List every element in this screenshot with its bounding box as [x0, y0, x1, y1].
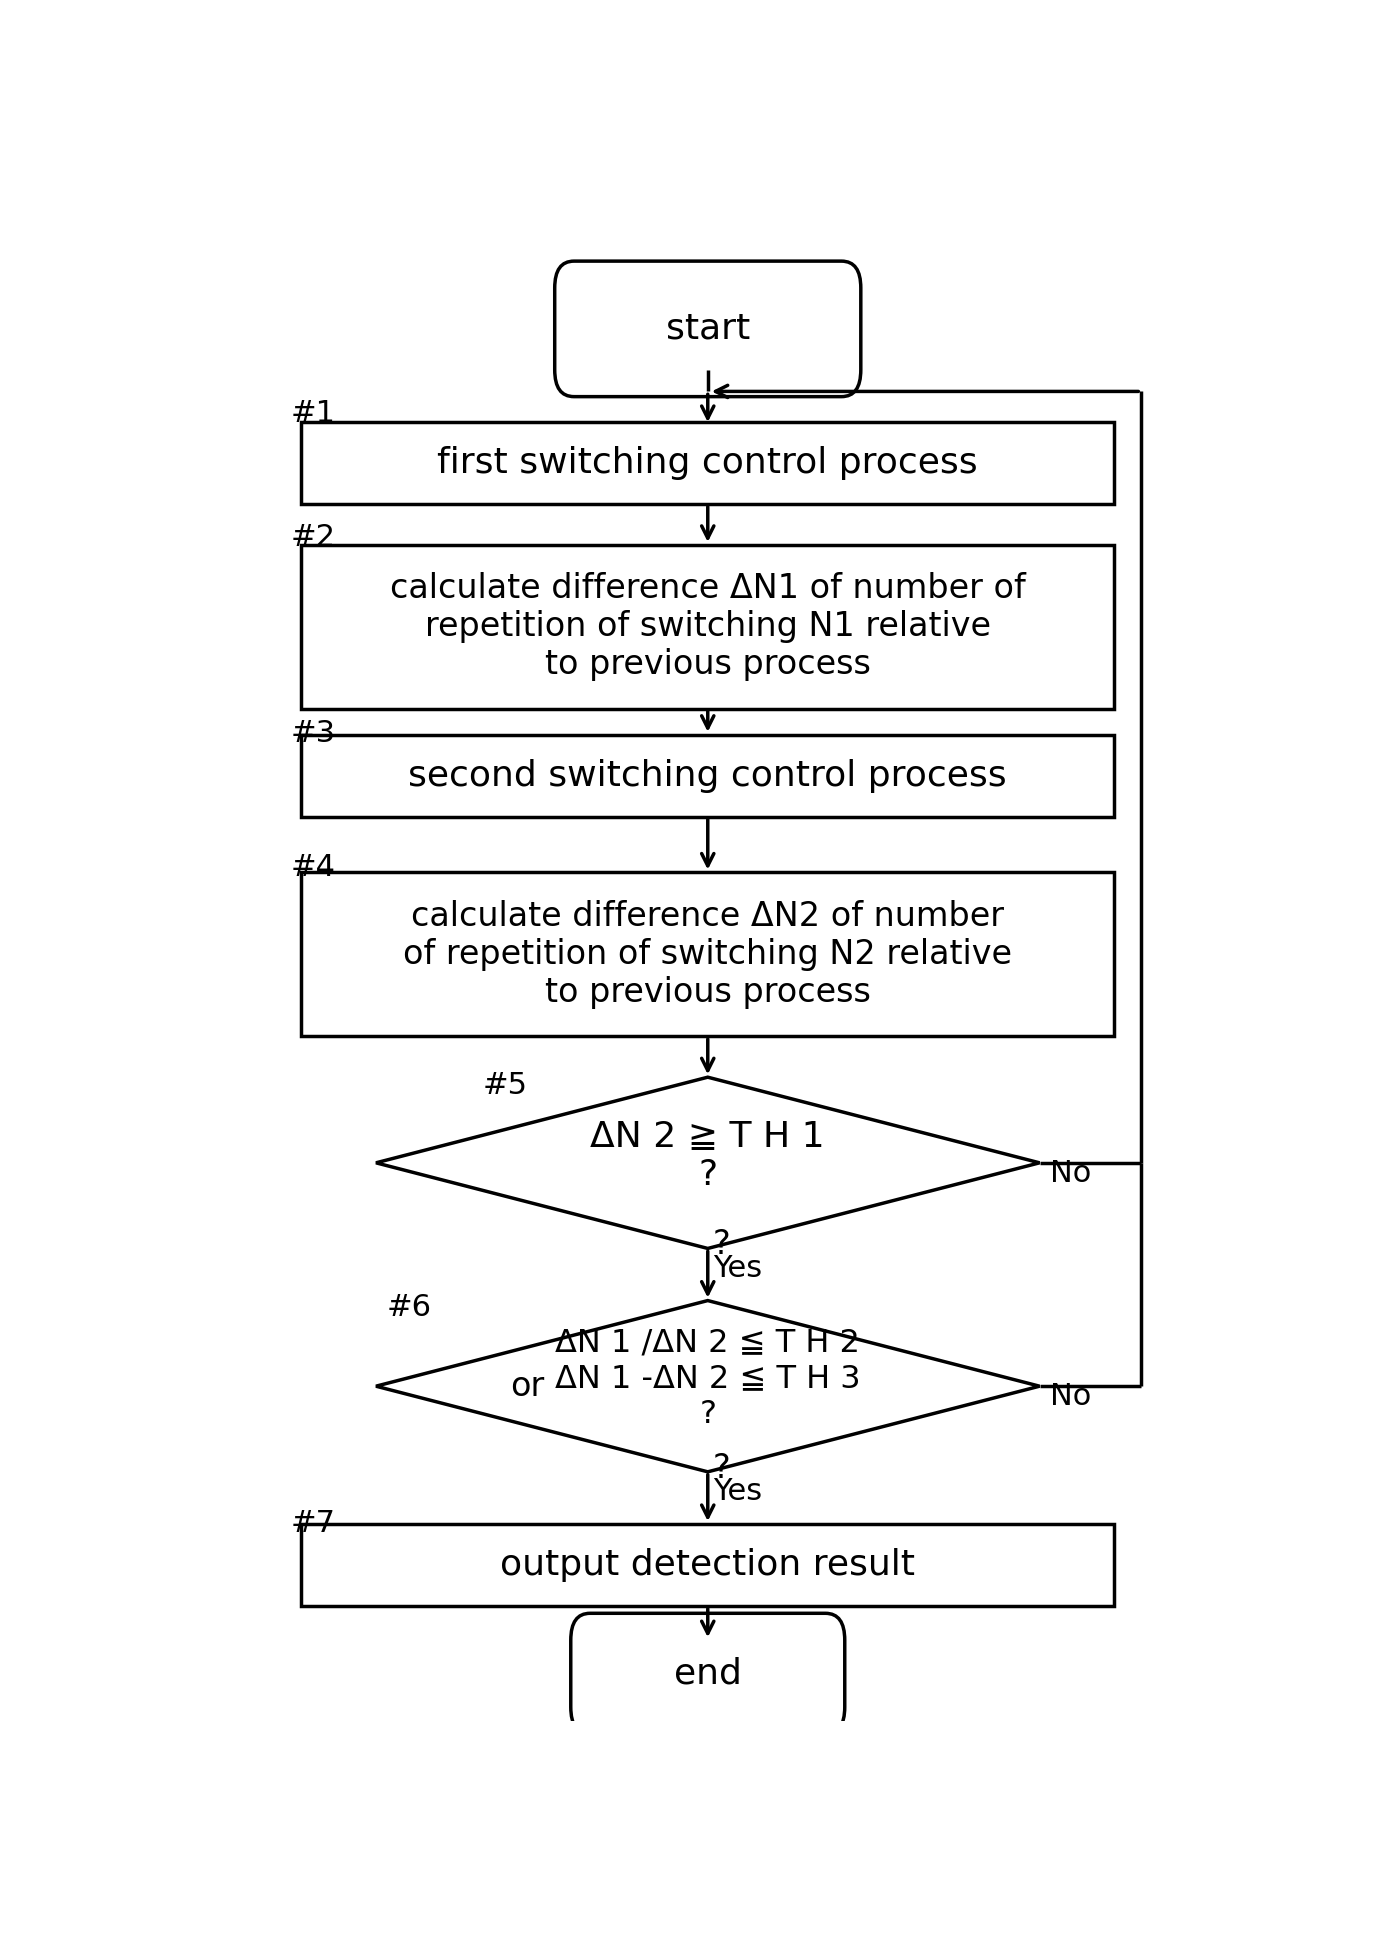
Text: No: No [1051, 1158, 1091, 1187]
Bar [301, 422, 1114, 505]
Text: #5: #5 [483, 1071, 528, 1100]
Text: ΔN 1 /ΔN 2 ≦ T H 2
ΔN 1 -ΔN 2 ≦ T H 3
?: ΔN 1 /ΔN 2 ≦ T H 2 ΔN 1 -ΔN 2 ≦ T H 3 ? [555, 1327, 860, 1429]
Text: ?: ? [713, 1452, 731, 1485]
Text: #2: #2 [290, 522, 336, 551]
Text: calculate difference ΔN2 of number
of repetition of switching N2 relative
to pre: calculate difference ΔN2 of number of re… [403, 899, 1012, 1010]
Text: second switching control process: second switching control process [409, 758, 1007, 793]
Polygon shape [376, 1300, 1040, 1472]
Bar [301, 735, 1114, 816]
Text: first switching control process: first switching control process [438, 447, 978, 480]
Text: or: or [510, 1369, 544, 1402]
Text: #1: #1 [290, 398, 336, 427]
Text: #6: #6 [387, 1292, 432, 1321]
Text: #3: #3 [290, 719, 336, 748]
Text: end: end [674, 1657, 742, 1690]
Text: Yes: Yes [713, 1253, 762, 1282]
Text: start: start [666, 311, 750, 346]
Text: #7: #7 [290, 1509, 336, 1538]
Text: calculate difference ΔN1 of number of
repetition of switching N1 relative
to pre: calculate difference ΔN1 of number of re… [389, 572, 1026, 681]
FancyBboxPatch shape [570, 1613, 845, 1735]
Text: Yes: Yes [713, 1478, 762, 1507]
Text: ΔN 2 ≧ T H 1
?: ΔN 2 ≧ T H 1 ? [591, 1118, 824, 1191]
Bar [301, 545, 1114, 708]
Text: output detection result: output detection result [500, 1547, 916, 1582]
FancyBboxPatch shape [555, 261, 860, 396]
Text: No: No [1051, 1383, 1091, 1412]
Text: ?: ? [713, 1228, 731, 1261]
Bar [301, 872, 1114, 1037]
Polygon shape [376, 1077, 1040, 1249]
Text: #4: #4 [290, 853, 336, 882]
Bar [301, 1524, 1114, 1605]
